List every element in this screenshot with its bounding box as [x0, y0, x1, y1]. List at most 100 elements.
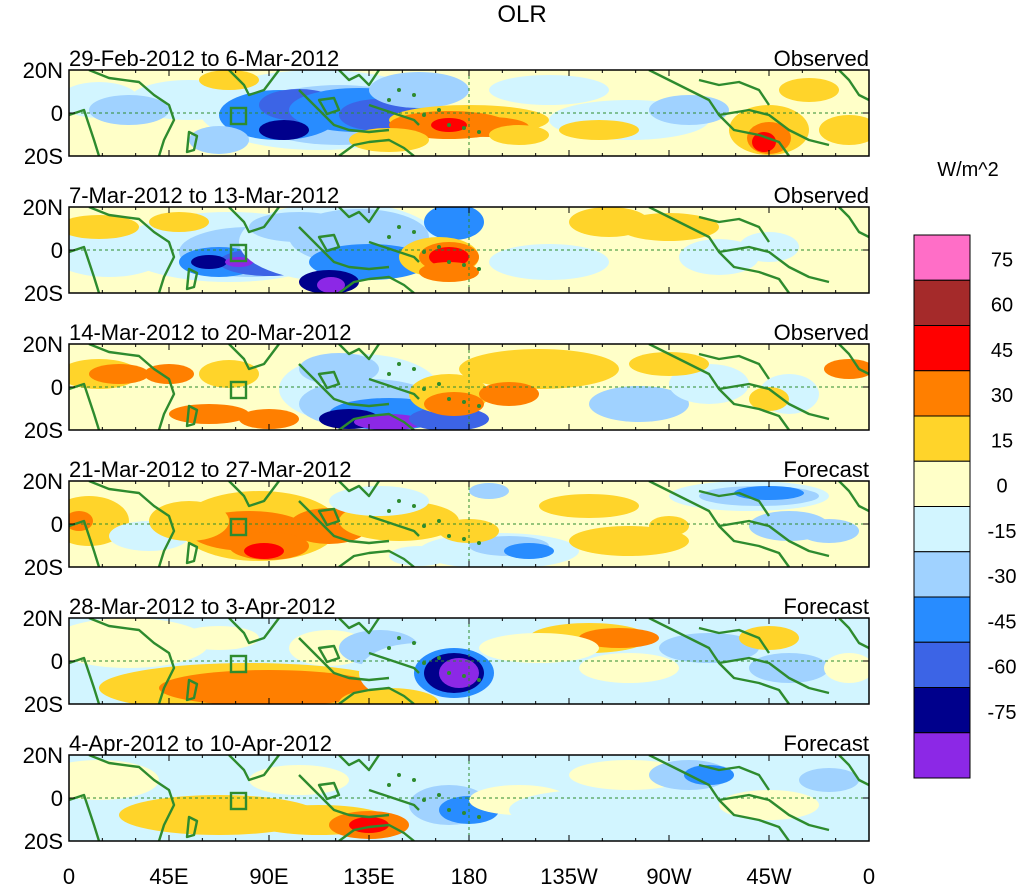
island-dot — [477, 404, 481, 408]
asia-coastline — [338, 70, 380, 87]
island-dot — [437, 108, 441, 112]
panel-kind-label: Observed — [774, 183, 869, 208]
africa-coastline — [88, 207, 176, 293]
anomaly-blob — [199, 70, 259, 90]
panel-kind-label: Forecast — [783, 731, 869, 756]
india-outline — [228, 481, 280, 508]
indonesia-coastline — [298, 500, 390, 545]
africa-west-outline — [69, 245, 101, 293]
x-tick-label: 0 — [863, 864, 875, 887]
colorbar-level-label: -75 — [988, 702, 1017, 724]
anomaly-blob — [619, 213, 719, 241]
madagascar-outline — [185, 267, 199, 291]
anomaly-blob — [69, 618, 209, 668]
anomaly-blob — [752, 132, 776, 152]
island-dot — [397, 88, 401, 92]
indonesia-coastline — [298, 774, 390, 819]
panel-3: 14-Mar-2012 to 20-Mar-2012 Observed 20N 0 20… — [23, 320, 870, 443]
island-dot — [422, 250, 426, 254]
australia-coastline — [338, 686, 415, 704]
panel-period-label: 14-Mar-2012 to 20-Mar-2012 — [69, 320, 351, 345]
anomaly-blob — [749, 387, 789, 411]
anomaly-blob — [89, 364, 149, 384]
caribbean-outline — [698, 489, 770, 517]
panel-2: 7-Mar-2012 to 13-Mar-2012 Observed 20N 0 20S — [23, 183, 870, 306]
island-dot — [397, 225, 401, 229]
anomaly-blob — [189, 126, 249, 154]
anomaly-blob — [739, 626, 799, 650]
india-outline — [228, 755, 280, 782]
india-outline — [228, 70, 280, 97]
island-dot — [437, 245, 441, 249]
colorbar-level-label: -45 — [988, 611, 1017, 633]
panel-1: 29-Feb-2012 to 6-Mar-2012 Observed 20N 0 20S — [23, 46, 870, 169]
island-dot — [462, 674, 466, 678]
anomaly-blob — [469, 483, 509, 499]
island-dot — [447, 123, 451, 127]
asia-coastline — [338, 344, 380, 361]
africa-coastline — [88, 70, 176, 156]
anomaly-blob — [824, 359, 869, 379]
colorbar-level-label: 75 — [991, 249, 1013, 271]
new-guinea-outline — [368, 240, 420, 263]
island-dot — [447, 808, 451, 812]
island-dot — [387, 372, 391, 376]
africa-right-outline — [838, 481, 869, 513]
panel-period-label: 4-Apr-2012 to 10-Apr-2012 — [69, 731, 332, 756]
new-guinea-outline — [368, 651, 420, 674]
anomaly-blob — [159, 670, 379, 704]
anomaly-blob — [799, 519, 859, 543]
anomaly-blob — [144, 364, 194, 384]
australia-coastline — [338, 549, 415, 567]
y-tick-label: 0 — [51, 238, 63, 263]
africa-coastline — [88, 618, 176, 704]
anomaly-blob — [419, 262, 479, 282]
x-tick-label: 45E — [149, 864, 188, 887]
asia-coastline — [338, 481, 380, 498]
south-america-outline — [718, 793, 830, 832]
island-dot — [387, 509, 391, 513]
colorbar-level-label: 0 — [996, 476, 1007, 498]
colorbar-level-label: 30 — [991, 385, 1013, 407]
anomaly-blob — [649, 95, 729, 125]
x-tick-label: 135E — [343, 864, 394, 887]
madagascar-outline — [185, 815, 199, 839]
colorbar: W/m^2 75 60 45 30 15 0 -15 -30 -45 -60 -75 — [913, 159, 1017, 779]
anomaly-blob — [389, 546, 449, 566]
x-tick-label: 90W — [646, 864, 691, 887]
borneo-outline — [317, 370, 341, 390]
x-tick-label: 45W — [746, 864, 791, 887]
y-tick-label: 0 — [51, 101, 63, 126]
island-dot — [437, 382, 441, 386]
anomaly-blob — [69, 215, 139, 239]
y-tick-label: 0 — [51, 649, 63, 674]
india-outline — [228, 618, 280, 645]
y-tick-label: 20N — [23, 332, 63, 357]
island-dot — [437, 793, 441, 797]
indonesia-coastline — [298, 226, 390, 271]
colorbar-level-label: 45 — [991, 340, 1013, 362]
island-dot — [447, 534, 451, 538]
island-dot — [412, 641, 416, 645]
anomaly-blob — [479, 382, 539, 406]
indonesia-coastline — [298, 637, 390, 682]
island-dot — [422, 387, 426, 391]
anomaly-blob — [329, 486, 429, 516]
island-dot — [422, 113, 426, 117]
africa-right-outline — [838, 755, 869, 787]
anomaly-blob — [429, 247, 469, 267]
new-guinea-outline — [368, 377, 420, 400]
africa-coastline — [88, 344, 176, 430]
region-box — [229, 243, 248, 263]
colorbar-swatch — [913, 732, 971, 779]
anomaly-blob — [249, 765, 349, 795]
y-tick-label: 20N — [23, 195, 63, 220]
island-dot — [462, 811, 466, 815]
island-dot — [397, 773, 401, 777]
anomaly-blob — [244, 543, 284, 559]
panel-kind-label: Observed — [774, 46, 869, 71]
chart-title: OLR — [497, 1, 546, 28]
anomaly-blob — [459, 349, 619, 389]
south-america-outline — [718, 519, 830, 558]
